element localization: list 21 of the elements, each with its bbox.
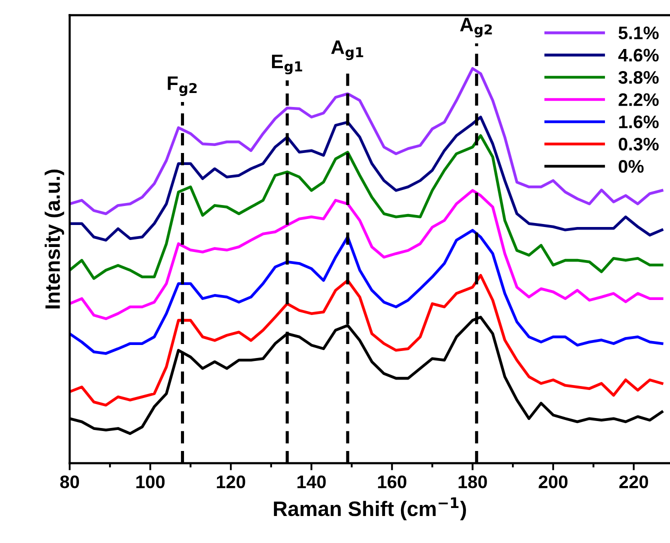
x-axis-title: Raman Shift (cm$^{−1}$) [274,497,466,520]
ref-line-label: E$_{g1}$ [272,54,302,74]
x-tick-label: 140 [297,475,326,488]
legend-label: 3.8% [618,71,659,84]
x-tick-label: 160 [378,475,406,488]
legend-label: 0.3% [618,138,659,151]
legend-label: 1.6% [619,116,659,128]
ref-line-label: F$_{g2}$ [168,76,197,96]
y-axis-title: Intensity (a.u.) [44,170,64,308]
x-tick-label: 180 [458,475,487,488]
x-tick-label: 100 [136,475,165,488]
legend-label: 0% [618,160,644,173]
x-tick-label: 200 [538,475,568,488]
x-tick-label: 220 [619,475,648,488]
ref-line-label: A$_{g1}$ [331,40,364,60]
legend-label: 5.1% [618,26,659,40]
x-tick-label: 80 [60,475,79,488]
legend-label: 4.6% [618,48,659,62]
ref-line-label: A$_{g2}$ [460,18,492,38]
legend-label: 2.2% [618,93,659,106]
x-tick-label: 120 [216,475,246,488]
